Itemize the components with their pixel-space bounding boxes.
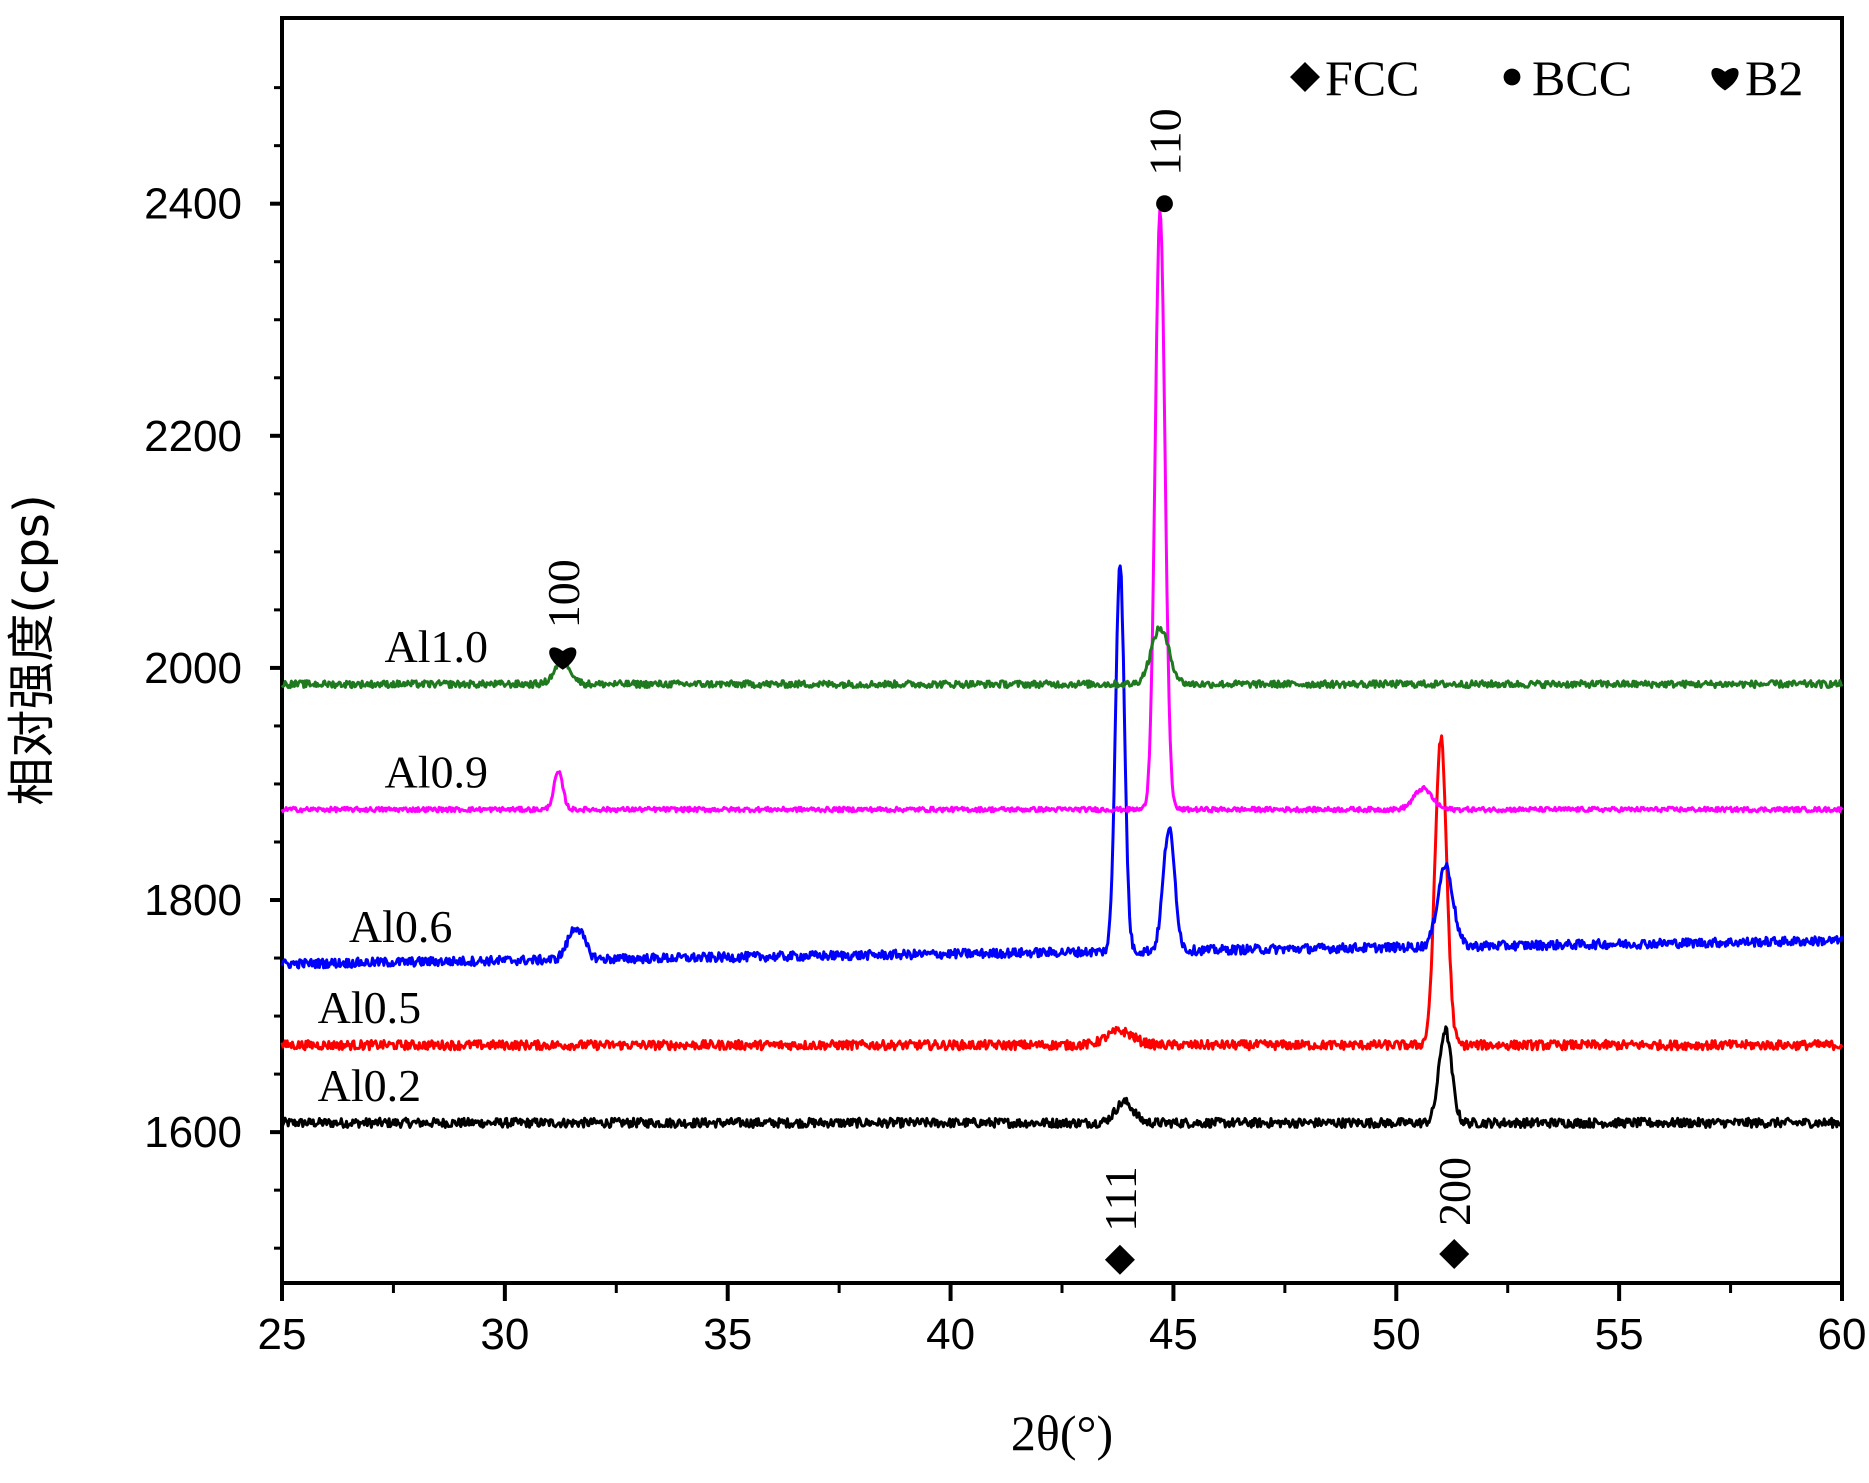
x-tick-label: 25: [258, 1310, 307, 1359]
y-tick-label: 1800: [144, 876, 242, 925]
heart-marker: [1711, 68, 1739, 91]
circle-marker: [1503, 68, 1521, 86]
legend-label: B2: [1745, 50, 1803, 106]
peak-annotation: 200: [1429, 1157, 1480, 1269]
y-tick-label: 2400: [144, 180, 242, 229]
legend-label: FCC: [1325, 50, 1420, 106]
x-tick-label: 40: [926, 1310, 975, 1359]
peak-label: 111: [1095, 1166, 1146, 1232]
series-line: [280, 564, 1844, 970]
diamond-marker: [1439, 1238, 1470, 1269]
peak-annotation: 111: [1095, 1166, 1146, 1275]
y-axis: 1600 1800 2000 2200 2400: [144, 86, 282, 1250]
series-line: [280, 1025, 1843, 1129]
peak-annotation: 110: [1140, 108, 1191, 213]
diamond-marker: [1290, 62, 1320, 92]
series-label: Al1.0: [385, 621, 489, 672]
heart-marker: [549, 647, 577, 670]
series-label: Al0.5: [318, 982, 422, 1033]
y-tick-label: 2200: [144, 412, 242, 461]
x-tick-label: 50: [1372, 1310, 1421, 1359]
peak-annotation: 100: [538, 559, 589, 670]
series-label: Al0.9: [385, 746, 489, 797]
peak-label: 100: [538, 559, 589, 628]
x-axis: 25 30 35 40 45 50 55 60: [258, 1283, 1867, 1359]
y-tick-label: 2000: [144, 644, 242, 693]
series-label: Al0.2: [318, 1060, 422, 1111]
y-axis-title: 相对强度(cps): [4, 494, 60, 805]
legend-entry: B2: [1711, 50, 1803, 106]
x-tick-label: 45: [1149, 1310, 1198, 1359]
legend-entry: BCC: [1503, 50, 1632, 106]
legend-label: BCC: [1532, 50, 1632, 106]
legend: FCC BCC B2: [1290, 50, 1803, 106]
x-tick-label: 35: [703, 1310, 752, 1359]
diamond-marker: [1104, 1244, 1135, 1275]
series-labels: Al0.2 Al0.5 Al0.6 Al0.9 Al1.0: [318, 621, 488, 1111]
x-tick-label: 60: [1818, 1310, 1867, 1359]
series-label: Al0.6: [349, 901, 453, 952]
series-line: [280, 734, 1844, 1052]
peak-label: 110: [1140, 108, 1191, 175]
series-line: [280, 625, 1844, 690]
series-line: [280, 209, 1844, 814]
circle-marker: [1156, 195, 1173, 213]
x-tick-label: 30: [480, 1310, 529, 1359]
peak-annotations: 100 110 111 200: [538, 108, 1480, 1275]
legend-entry: FCC: [1290, 50, 1420, 106]
plot-frame: [280, 16, 1844, 1285]
peak-label: 200: [1429, 1157, 1480, 1226]
x-axis-title: 2θ(°): [1011, 1405, 1113, 1461]
x-tick-label: 55: [1595, 1310, 1644, 1359]
series-layer: [280, 209, 1844, 1129]
y-tick-label: 1600: [144, 1108, 242, 1157]
